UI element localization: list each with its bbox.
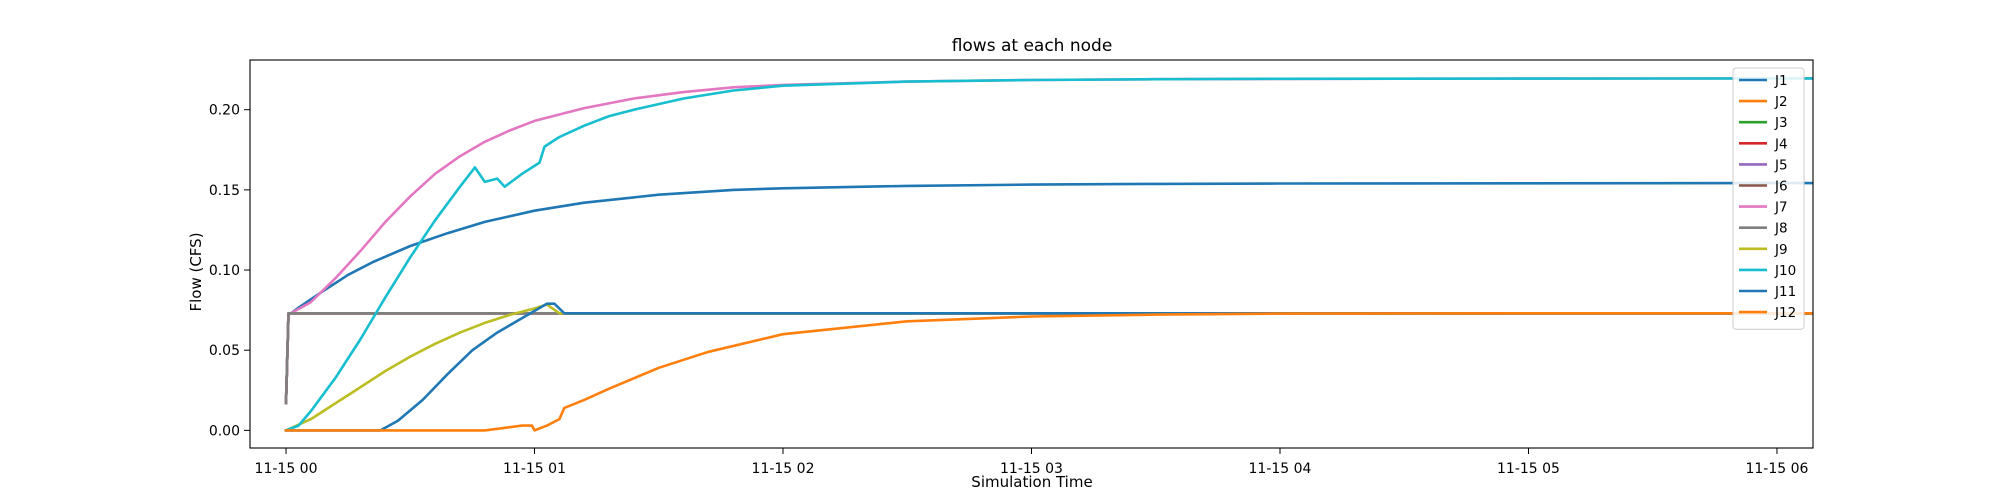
legend-label-j8: J8 bbox=[1774, 221, 1788, 237]
legend-label-j7: J7 bbox=[1774, 200, 1788, 216]
x-tick-label: 11-15 05 bbox=[1497, 461, 1560, 477]
series-line-j8 bbox=[284, 312, 1813, 405]
series-line-j4 bbox=[284, 312, 1813, 405]
series-line-j10 bbox=[284, 77, 1813, 433]
series-line-j12 bbox=[284, 312, 1813, 432]
legend-label-j4: J4 bbox=[1774, 136, 1788, 152]
legend-label-j11: J11 bbox=[1774, 284, 1796, 300]
y-tick-label: 0.05 bbox=[209, 343, 240, 359]
plot-frame bbox=[249, 59, 1814, 449]
x-tick-label: 11-15 00 bbox=[255, 461, 318, 477]
y-tick-label: 0.00 bbox=[209, 423, 240, 439]
legend-label-j3: J3 bbox=[1774, 115, 1788, 131]
plot-area bbox=[249, 59, 1814, 449]
x-tick-label: 11-15 06 bbox=[1745, 461, 1808, 477]
series-line-j2 bbox=[284, 312, 1813, 405]
series-lines bbox=[284, 77, 1813, 433]
chart-title: flows at each node bbox=[952, 36, 1113, 56]
legend-label-j2: J2 bbox=[1774, 94, 1788, 110]
x-tick-label: 11-15 02 bbox=[752, 461, 815, 477]
legend-label-j1: J1 bbox=[1774, 73, 1788, 89]
legend-box bbox=[1732, 67, 1805, 330]
y-axis-label: Flow (CFS) bbox=[187, 232, 205, 311]
legend-label-j9: J9 bbox=[1774, 242, 1788, 258]
series-line-j6 bbox=[284, 312, 1813, 405]
y-tick-label: 0.10 bbox=[209, 263, 240, 279]
x-tick-label: 11-15 03 bbox=[1000, 461, 1063, 477]
legend: J1 J2 J3 J4 J5 J6 J7 J8 J9 J10 J11 J12 bbox=[1732, 67, 1805, 330]
axis-ticks: 11-15 00 11-15 01 11-15 02 11-15 03 11-15 04… bbox=[209, 103, 1809, 477]
series-line-j3 bbox=[284, 312, 1813, 405]
legend-label-j10: J10 bbox=[1774, 263, 1796, 279]
x-tick-label: 11-15 01 bbox=[503, 461, 566, 477]
x-axis-label: Simulation Time bbox=[971, 473, 1092, 491]
y-tick-label: 0.15 bbox=[209, 183, 240, 199]
legend-label-j6: J6 bbox=[1774, 179, 1788, 195]
legend-label-j5: J5 bbox=[1774, 157, 1788, 173]
series-line-j11 bbox=[284, 302, 1813, 432]
series-line-j7 bbox=[284, 77, 1813, 405]
series-line-j1 bbox=[284, 181, 1813, 405]
series-line-j5 bbox=[284, 312, 1813, 405]
legend-label-j12: J12 bbox=[1774, 305, 1796, 321]
y-tick-label: 0.20 bbox=[209, 103, 240, 119]
x-tick-label: 11-15 04 bbox=[1249, 461, 1312, 477]
